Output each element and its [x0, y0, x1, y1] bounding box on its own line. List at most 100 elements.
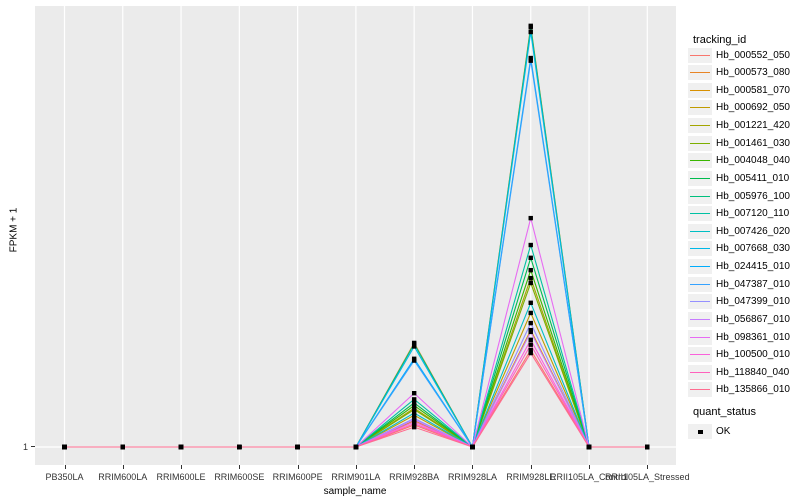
legend-key-line-icon	[690, 160, 710, 162]
x-tick-mark	[122, 465, 124, 469]
legend-key-line-icon	[690, 195, 710, 197]
legend-item-Hb_000552_050: Hb_000552_050	[686, 47, 800, 63]
quant-ok-point	[528, 310, 533, 316]
quant-ok-point	[528, 342, 533, 347]
legend-key	[688, 382, 712, 398]
x-axis-title: sample_name	[323, 486, 387, 497]
legend-key-line-icon	[690, 54, 710, 56]
legend-item-Hb_118840_040: Hb_118840_040	[686, 364, 800, 380]
legend-key	[688, 153, 712, 169]
legend-key	[688, 100, 712, 116]
x-tick-label-RRIM928LE: RRIM928LE	[506, 472, 556, 482]
x-tick-label-RRIM600PE: RRIM600PE	[272, 472, 323, 482]
legend-label: Hb_024415_010	[716, 261, 790, 273]
quant-status-key	[688, 424, 712, 439]
quant-ok-point	[528, 280, 533, 286]
legend-item-Hb_000692_050: Hb_000692_050	[686, 100, 800, 116]
x-tick-label-RRIM928BA: RRIM928BA	[389, 472, 440, 482]
legend-item-Hb_000573_080: Hb_000573_080	[686, 65, 800, 81]
quant-ok-point	[411, 424, 417, 430]
y-axis-title: FPKM + 1	[8, 207, 20, 253]
legend-label: Hb_000692_050	[716, 102, 790, 114]
legend-key	[688, 82, 712, 98]
quant-ok-point	[178, 444, 184, 450]
legend-item-Hb_056867_010: Hb_056867_010	[686, 311, 800, 327]
quant-ok-point	[586, 444, 592, 450]
plot-panel	[35, 6, 676, 465]
quant-ok-point	[120, 444, 125, 450]
quant-ok-point	[528, 55, 533, 61]
legend-label: Hb_005411_010	[716, 172, 790, 184]
quant-ok-point	[528, 215, 533, 221]
quant-ok-point	[528, 24, 533, 30]
legend-label: Hb_000581_070	[716, 84, 790, 96]
x-tick-mark	[589, 465, 591, 469]
quant-ok-point	[528, 350, 533, 356]
legend-item-Hb_007120_110: Hb_007120_110	[686, 206, 800, 222]
legend-label: Hb_118840_040	[716, 366, 790, 378]
legend-key-line-icon	[690, 142, 710, 144]
quant-ok-point	[411, 400, 417, 406]
legend-item-Hb_004048_040: Hb_004048_040	[686, 153, 800, 169]
quant-ok-point	[237, 444, 242, 450]
x-tick-label-PB350LA: PB350LA	[45, 472, 84, 482]
legend-key	[688, 118, 712, 134]
legend-item-Hb_001461_030: Hb_001461_030	[686, 135, 800, 151]
legend-key	[688, 170, 712, 186]
quant-ok-point	[528, 275, 533, 281]
quant-ok-point	[295, 444, 300, 450]
x-tick-mark	[530, 465, 532, 469]
quant-ok-point	[528, 337, 533, 343]
x-tick-label-RRIM600SE: RRIM600SE	[214, 472, 265, 482]
legend-key-line-icon	[690, 177, 710, 179]
legend-key-line-icon	[690, 354, 710, 356]
quant-ok-point	[411, 358, 417, 363]
quant-ok-point	[411, 344, 417, 349]
x-tick-label-RRIM928LA: RRIM928LA	[447, 472, 497, 482]
legend-label: Hb_007426_020	[716, 225, 790, 237]
quant-ok-point	[528, 58, 533, 63]
legend-key-line-icon	[690, 283, 710, 285]
quant-ok-point	[470, 444, 475, 450]
x-tick-mark	[355, 465, 357, 469]
legend-key-line-icon	[690, 266, 710, 268]
quant-ok-point	[528, 320, 533, 326]
quant-ok-point	[411, 413, 417, 418]
legend-key-line-icon	[690, 230, 710, 232]
y-axis-tick-mark	[31, 446, 35, 447]
quant-ok-point	[528, 267, 533, 273]
tracking-id-legend-title: tracking_id	[693, 34, 747, 46]
legend-key-line-icon	[690, 301, 710, 303]
legend-item-Hb_001221_420: Hb_001221_420	[686, 118, 800, 134]
x-tick-mark	[181, 465, 183, 469]
quant-ok-point	[411, 407, 417, 412]
quant-ok-point	[411, 397, 417, 402]
legend-key	[688, 347, 712, 363]
legend-label: Hb_007120_110	[716, 208, 790, 220]
quant-ok-point	[528, 300, 533, 305]
legend-key	[688, 188, 712, 204]
legend-label: Hb_001221_420	[716, 120, 790, 132]
legend-label: Hb_000552_050	[716, 49, 790, 61]
legend-item-Hb_135866_010: Hb_135866_010	[686, 382, 800, 398]
legend-key-line-icon	[690, 389, 710, 391]
quant-ok-point	[528, 255, 533, 261]
legend-label: Hb_047387_010	[716, 278, 790, 290]
quant-ok-point	[411, 390, 417, 396]
legend-key-line-icon	[690, 336, 710, 338]
quant-status-label: OK	[716, 426, 731, 437]
legend-key	[688, 47, 712, 63]
legend-key	[688, 206, 712, 222]
x-tick-mark	[64, 465, 66, 469]
legend-item-Hb_047399_010: Hb_047399_010	[686, 294, 800, 310]
legend-key	[688, 329, 712, 345]
legend-label: Hb_135866_010	[716, 384, 790, 396]
quant-ok-point	[411, 417, 417, 422]
legend-key	[688, 294, 712, 310]
legend-key-line-icon	[690, 213, 710, 215]
legend-item-Hb_005976_100: Hb_005976_100	[686, 188, 800, 204]
legend-item-Hb_047387_010: Hb_047387_010	[686, 276, 800, 292]
x-tick-label-RRII105LA_Stressed: RRII105LA_Stressed	[605, 472, 690, 482]
legend-label: Hb_098361_010	[716, 331, 790, 343]
legend-item-Hb_098361_010: Hb_098361_010	[686, 329, 800, 345]
